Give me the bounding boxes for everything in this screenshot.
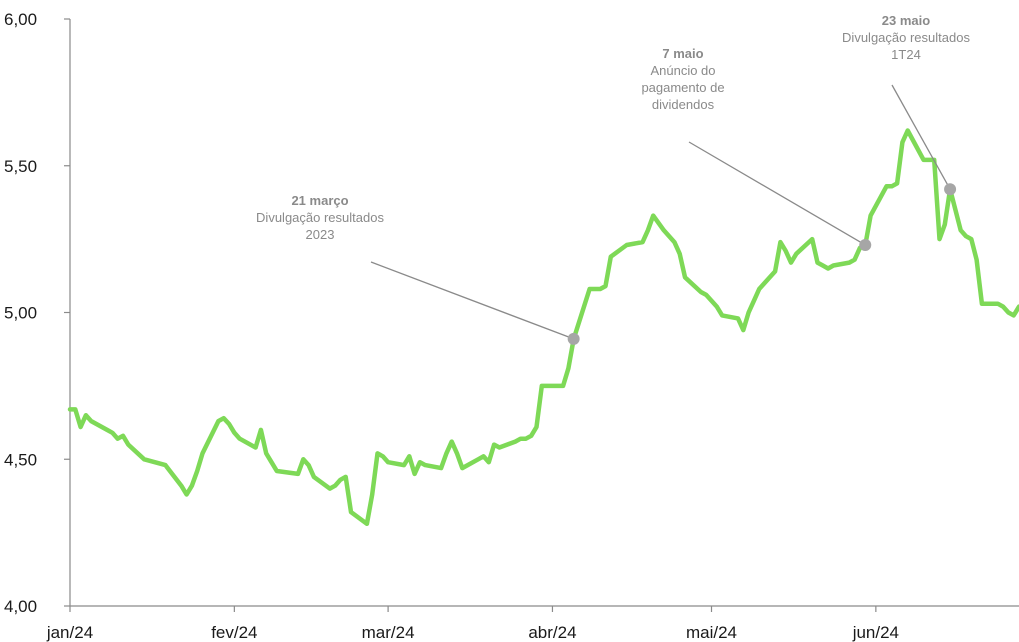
y-axis-labels: 4,00 4,50 5,00 5,50 6,00 [4,10,37,616]
x-axis-labels: jan/24 fev/24 mar/24 abr/24 mai/24 jun/24 [46,623,899,642]
x-tick-label: fev/24 [211,623,257,642]
x-tick-label: jan/24 [46,623,93,642]
annotation-title: 21 março [291,193,348,208]
annotation: 7 maio Anúncio do pagamento de dividendos [641,46,872,251]
axes [64,18,1019,612]
annotation-leader-line [891,84,951,190]
series-group [67,128,1019,527]
x-tick-label: mar/24 [362,623,415,642]
annotation-marker [859,238,872,251]
annotation: 21 março Divulgação resultados 2023 [256,193,580,345]
annotation-title: 7 maio [662,46,703,61]
annotation-leader-line [688,141,866,246]
annotation-text: 1T24 [891,47,921,62]
y-tick-label: 4,00 [4,597,37,616]
annotation-leader-line [370,261,574,340]
annotation-marker [567,332,580,345]
annotation-text: dividendos [652,97,715,112]
series-line [67,128,1019,527]
x-tick-label: jun/24 [852,623,899,642]
x-tick-label: abr/24 [528,623,576,642]
annotation: 23 maio Divulgação resultados 1T24 [842,13,970,196]
annotation-text: Divulgação resultados [256,210,384,225]
annotation-text: 2023 [306,227,335,242]
annotation-marker [944,183,957,196]
y-tick-label: 5,00 [4,304,37,323]
annotation-text: Divulgação resultados [842,30,970,45]
y-tick-label: 6,00 [4,10,37,29]
annotation-title: 23 maio [882,13,930,28]
annotations: 21 março Divulgação resultados 2023 7 maio A… [256,13,970,345]
x-tick-label: mai/24 [686,623,737,642]
y-tick-label: 4,50 [4,450,37,469]
annotation-text: pagamento de [641,80,724,95]
y-tick-label: 5,50 [4,157,37,176]
annotation-text: Anúncio do [650,63,715,78]
